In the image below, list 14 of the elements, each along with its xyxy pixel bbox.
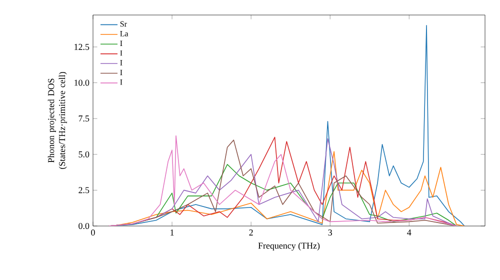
x-tick-label: 1 bbox=[170, 230, 174, 236]
x-tick-label: 3 bbox=[328, 230, 332, 236]
y-tick-label: 5.0 bbox=[78, 151, 90, 158]
y-axis-title: Phonon projected DOS (States/THz·primitive cell) bbox=[48, 72, 67, 169]
y-tick-label: 10.0 bbox=[74, 80, 90, 86]
x-axis-title: Frequency (THz) bbox=[258, 242, 320, 251]
line-series bbox=[116, 151, 465, 226]
y-tick-label: 2.5 bbox=[78, 187, 90, 194]
x-tick-label: 0 bbox=[91, 230, 95, 236]
x-tick-label: 2 bbox=[249, 230, 253, 236]
y-tick-label: 7.5 bbox=[78, 116, 90, 122]
y-tick-label: 12.5 bbox=[74, 44, 90, 50]
y-tick-label: 0.0 bbox=[78, 222, 90, 230]
x-tick-label: 4 bbox=[407, 230, 412, 236]
